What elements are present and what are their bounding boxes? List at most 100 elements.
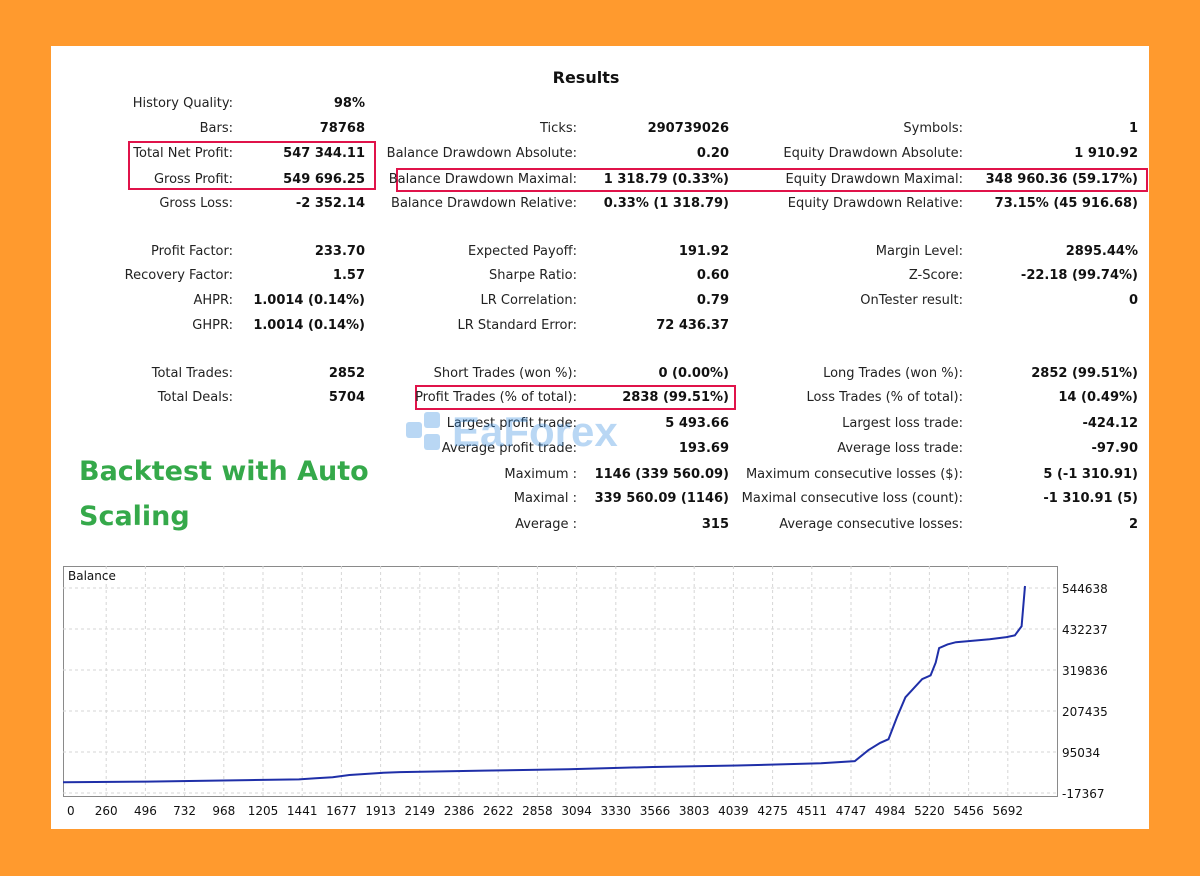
- long-trades-label: Long Trades (won %):: [823, 366, 963, 381]
- x-tick-label: 1441: [287, 804, 318, 818]
- ticks-value: 290739026: [647, 121, 729, 136]
- y-tick-label: 432237: [1062, 623, 1108, 637]
- history-quality-label: History Quality:: [132, 96, 233, 111]
- z-score-value: -22.18 (99.74%): [1020, 268, 1138, 283]
- equity-dd-abs-value: 1 910.92: [1074, 146, 1138, 161]
- x-tick-label: 732: [173, 804, 196, 818]
- average-loss-label: Average loss trade:: [837, 441, 963, 456]
- largest-loss-label: Largest loss trade:: [842, 416, 963, 431]
- maximal-cons-loss-value: -1 310.91 (5): [1043, 491, 1138, 506]
- equity-dd-max-label: Equity Drawdown Maximal:: [785, 172, 963, 187]
- symbols-label: Symbols:: [903, 121, 963, 136]
- watermark-text: EaForex: [452, 408, 618, 455]
- total-trades-label: Total Trades:: [151, 366, 233, 381]
- ahpr-label: AHPR:: [193, 293, 233, 308]
- loss-trades-label: Loss Trades (% of total):: [806, 390, 963, 405]
- average-profit-label: Average profit trade:: [441, 441, 577, 456]
- ontester-value: 0: [1128, 293, 1138, 308]
- x-tick-label: 3566: [640, 804, 671, 818]
- recovery-factor-value: 1.57: [332, 268, 365, 283]
- expected-payoff-label: Expected Payoff:: [468, 244, 577, 259]
- average-cons-losses-label: Average consecutive losses:: [779, 517, 963, 532]
- x-tick-label: 968: [212, 804, 235, 818]
- x-tick-label: 1205: [248, 804, 279, 818]
- gross-loss-value: -2 352.14: [295, 196, 365, 211]
- maximal-cons-profit-value: 339 560.09 (1146): [594, 491, 729, 506]
- balance-line: [63, 585, 1026, 784]
- balance-dd-max-value: 1 318.79 (0.33%): [603, 172, 729, 187]
- y-tick-label: -17367: [1062, 787, 1105, 801]
- largest-profit-label: Largest profit trade:: [446, 416, 577, 431]
- highlight-profit-trades: [415, 385, 736, 410]
- expected-payoff-value: 191.92: [678, 244, 729, 259]
- ghpr-value: 1.0014 (0.14%): [253, 318, 365, 333]
- x-tick-label: 2386: [444, 804, 475, 818]
- margin-level-label: Margin Level:: [875, 244, 963, 259]
- equity-dd-max-value: 348 960.36 (59.17%): [985, 172, 1138, 187]
- total-deals-label: Total Deals:: [157, 390, 233, 405]
- average-cons-wins-label: Average :: [515, 517, 577, 532]
- maximal-cons-loss-label: Maximal consecutive loss (count):: [741, 491, 963, 506]
- x-tick-label: 0: [67, 804, 75, 818]
- ticks-label: Ticks:: [540, 121, 577, 136]
- ontester-label: OnTester result:: [860, 293, 963, 308]
- equity-dd-rel-value: 73.15% (45 916.68): [994, 196, 1138, 211]
- x-tick-label: 1913: [365, 804, 396, 818]
- ahpr-value: 1.0014 (0.14%): [253, 293, 365, 308]
- lr-correlation-label: LR Correlation:: [480, 293, 577, 308]
- balance-chart: 544638 432237 319836 207435 95034 -17367 0 260 4…: [63, 566, 1141, 826]
- x-tick-label: 2858: [522, 804, 553, 818]
- y-tick-label: 207435: [1062, 705, 1108, 719]
- x-tick-label: 5456: [953, 804, 984, 818]
- profit-factor-value: 233.70: [314, 244, 365, 259]
- history-quality-value: 98%: [333, 96, 365, 111]
- maximal-cons-profit-label: Maximal :: [513, 491, 577, 506]
- backtest-annotation: Backtest with Auto Scaling: [79, 449, 369, 539]
- y-tick-label: 95034: [1062, 746, 1100, 760]
- margin-level-value: 2895.44%: [1065, 244, 1138, 259]
- plot-frame: [63, 566, 1058, 797]
- loss-trades-value: 14 (0.49%): [1058, 390, 1138, 405]
- highlight-max-drawdown: [396, 168, 1148, 192]
- x-tick-label: 3094: [561, 804, 592, 818]
- x-tick-label: 2149: [405, 804, 436, 818]
- short-trades-value: 0 (0.00%): [658, 366, 729, 381]
- balance-chart-svg: 544638 432237 319836 207435 95034 -17367 0 260 4…: [63, 566, 1108, 818]
- largest-profit-value: 5 493.66: [665, 416, 729, 431]
- ghpr-label: GHPR:: [192, 318, 233, 333]
- profit-trades-value: 2838 (99.51%): [622, 390, 729, 405]
- x-tick-label: 496: [134, 804, 157, 818]
- balance-dd-max-label: Balance Drawdown Maximal:: [388, 172, 577, 187]
- max-cons-losses-label: Maximum consecutive losses ($):: [745, 467, 963, 482]
- x-tick-label: 4039: [718, 804, 749, 818]
- sharpe-ratio-label: Sharpe Ratio:: [489, 268, 577, 283]
- gross-profit-value: 549 696.25: [283, 172, 365, 187]
- max-cons-losses-value: 5 (-1 310.91): [1043, 467, 1138, 482]
- gross-profit-label: Gross Profit:: [153, 172, 233, 187]
- backtest-line-1: Backtest with Auto: [79, 456, 369, 487]
- profit-factor-label: Profit Factor:: [151, 244, 233, 259]
- x-tick-label: 260: [95, 804, 118, 818]
- short-trades-label: Short Trades (won %):: [433, 366, 577, 381]
- equity-dd-abs-label: Equity Drawdown Absolute:: [783, 146, 963, 161]
- y-tick-label: 319836: [1062, 664, 1108, 678]
- balance-dd-rel-label: Balance Drawdown Relative:: [391, 196, 577, 211]
- y-tick-label: 544638: [1062, 582, 1108, 596]
- bars-value: 78768: [319, 121, 365, 136]
- total-net-profit-label: Total Net Profit:: [133, 146, 233, 161]
- watermark-mark-icon: [406, 412, 446, 452]
- x-tick-label: 5220: [914, 804, 945, 818]
- backtest-line-2: Scaling: [79, 501, 190, 532]
- symbols-value: 1: [1128, 121, 1138, 136]
- x-tick-label: 3803: [679, 804, 710, 818]
- average-cons-losses-value: 2: [1128, 517, 1138, 532]
- x-tick-label: 3330: [601, 804, 632, 818]
- long-trades-value: 2852 (99.51%): [1031, 366, 1138, 381]
- total-deals-value: 5704: [328, 390, 365, 405]
- z-score-label: Z-Score:: [908, 268, 963, 283]
- profit-trades-label: Profit Trades (% of total):: [415, 390, 577, 405]
- lr-correlation-value: 0.79: [696, 293, 729, 308]
- sharpe-ratio-value: 0.60: [696, 268, 729, 283]
- maximum-cons-wins-label: Maximum :: [504, 467, 577, 482]
- lr-std-error-label: LR Standard Error:: [457, 318, 577, 333]
